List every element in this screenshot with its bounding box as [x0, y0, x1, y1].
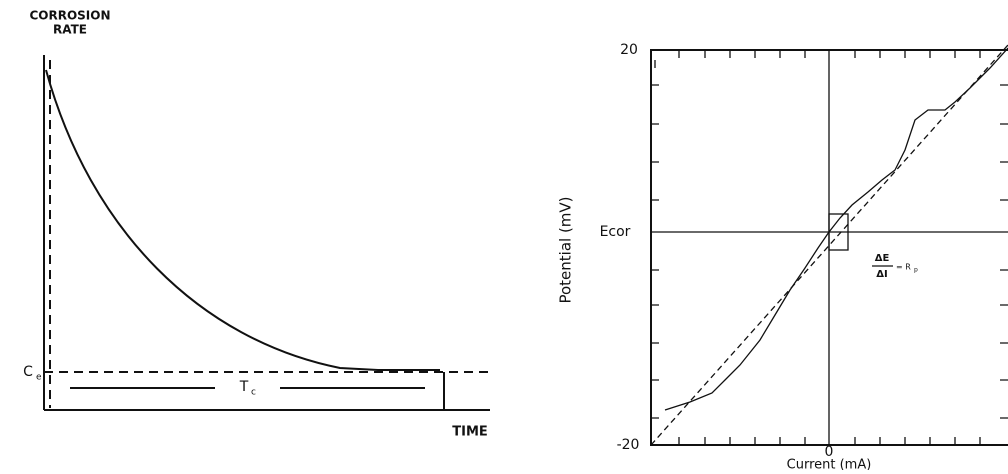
ecor-label: Ecor — [600, 224, 631, 240]
ce-subscript: e — [36, 373, 42, 383]
y-label: Potential (mV) — [557, 196, 575, 303]
polarization-curve — [665, 48, 1008, 410]
y-label: CORROSION — [29, 9, 110, 23]
right-diagram: 20 -20 0 Current (mA) Ecor Potential (mV… — [557, 42, 1008, 470]
fraction-rhs: = R — [896, 263, 911, 272]
ce-label: C — [23, 364, 33, 380]
x-label: TIME — [452, 425, 488, 440]
fraction-denominator: ΔI — [876, 269, 887, 280]
fraction-numerator: ΔE — [875, 253, 890, 264]
decay-curve — [46, 70, 440, 370]
tc-subscript: c — [251, 388, 256, 398]
fraction-rhs-subscript: p — [914, 267, 918, 274]
tc-label: T — [239, 379, 249, 395]
left-diagram: CORROSION RATE C e T c TIME — [23, 9, 490, 440]
x-label: Current (mA) — [787, 458, 872, 471]
figure: CORROSION RATE C e T c TIME 20 -20 0 Cur… — [0, 0, 1008, 470]
y-label: RATE — [53, 23, 87, 37]
tick-label: 20 — [620, 42, 638, 58]
tick-label: -20 — [617, 437, 640, 453]
